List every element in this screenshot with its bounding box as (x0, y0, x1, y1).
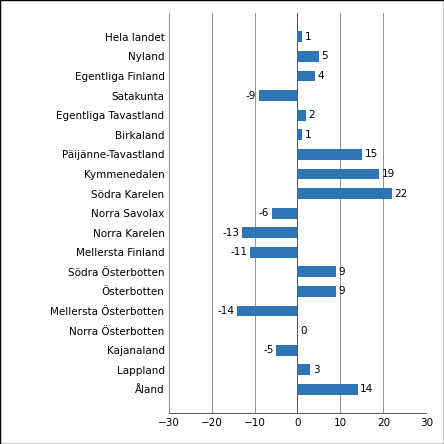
Bar (250, 247, 297, 258)
Text: -6: -6 (259, 208, 269, 218)
Text: 15: 15 (365, 149, 378, 159)
Text: -9: -9 (246, 91, 256, 101)
Bar (297, 149, 362, 160)
Bar (297, 188, 392, 199)
Text: 3: 3 (313, 365, 320, 375)
Text: 2: 2 (309, 110, 315, 120)
Bar (297, 365, 310, 375)
Bar (297, 169, 379, 179)
Bar (297, 129, 302, 140)
Text: 0: 0 (300, 325, 306, 336)
Text: -14: -14 (218, 306, 235, 316)
Bar (297, 51, 319, 62)
Bar (297, 110, 306, 121)
Text: 19: 19 (381, 169, 395, 179)
Bar (272, 208, 297, 218)
Bar (259, 90, 297, 101)
Bar (297, 286, 336, 297)
Bar (276, 345, 297, 356)
Text: 9: 9 (339, 267, 345, 277)
Bar (297, 71, 315, 81)
Bar (238, 305, 297, 317)
Bar (242, 227, 297, 238)
Text: 22: 22 (394, 189, 408, 198)
Text: -5: -5 (263, 345, 274, 355)
Text: 9: 9 (339, 286, 345, 297)
Text: -13: -13 (222, 228, 239, 238)
Text: 1: 1 (304, 130, 311, 140)
Text: 1: 1 (304, 32, 311, 42)
Text: 14: 14 (360, 385, 373, 394)
Text: 5: 5 (321, 52, 328, 61)
Text: 4: 4 (317, 71, 324, 81)
Text: -11: -11 (231, 247, 248, 257)
Bar (297, 266, 336, 277)
Bar (297, 32, 302, 42)
Bar (297, 384, 357, 395)
